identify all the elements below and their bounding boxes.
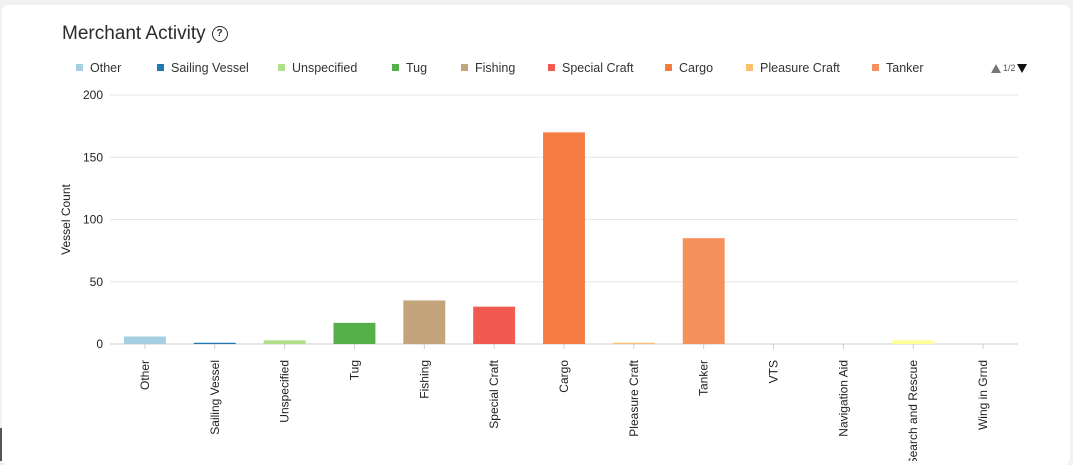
legend-item-label[interactable]: Pleasure Craft: [760, 61, 840, 75]
y-tick-label: 150: [83, 150, 103, 164]
bar-other[interactable]: [123, 336, 166, 344]
bar-tug[interactable]: [333, 322, 376, 344]
bar-unspecified[interactable]: [263, 340, 306, 344]
x-tick-label: Search and Rescue: [906, 360, 920, 461]
x-tick-label: Wing in Grnd: [976, 360, 990, 430]
x-tick-label: Fishing: [417, 360, 431, 399]
x-tick-label: Cargo: [557, 360, 571, 393]
x-tick-label: Tanker: [697, 360, 711, 396]
legend-item-label[interactable]: Fishing: [475, 61, 515, 75]
bar-search-and-rescue[interactable]: [892, 340, 935, 344]
legend-item-label[interactable]: Unspecified: [292, 61, 357, 75]
x-tick-label: VTS: [767, 360, 781, 383]
legend-swatch[interactable]: [665, 64, 672, 71]
x-tick-label: Navigation Aid: [836, 360, 850, 437]
x-tick-label: Pleasure Craft: [627, 359, 641, 436]
x-tick-label: Tug: [347, 360, 361, 380]
x-tick-label: Special Craft: [487, 359, 501, 428]
legend-item-label[interactable]: Other: [90, 61, 121, 75]
x-tick-label: Unspecified: [278, 360, 292, 423]
triangle-down-icon[interactable]: [1017, 64, 1027, 73]
triangle-up-icon[interactable]: [991, 64, 1001, 73]
bar-special-craft[interactable]: [473, 306, 516, 344]
x-tick-label: Other: [138, 360, 152, 390]
chart-title: Merchant Activity: [62, 23, 206, 44]
legend-swatch[interactable]: [548, 64, 555, 71]
y-tick-label: 200: [83, 88, 103, 102]
y-tick-label: 100: [83, 213, 103, 227]
y-tick-label: 50: [90, 275, 104, 289]
legend-item-label[interactable]: Tug: [406, 61, 427, 75]
bar-fishing[interactable]: [403, 300, 446, 344]
chart-card: Merchant Activity ?: [2, 5, 1070, 465]
bar-sailing-vessel[interactable]: [193, 342, 236, 344]
legend-swatch[interactable]: [278, 64, 285, 71]
y-tick-label: 0: [96, 337, 103, 351]
legend-item-label[interactable]: Tanker: [886, 61, 924, 75]
legend-pager-label: 1/2: [1003, 63, 1016, 73]
bar-cargo[interactable]: [543, 132, 585, 344]
legend-item-label[interactable]: Cargo: [679, 61, 713, 75]
legend-item-label[interactable]: Special Craft: [562, 61, 634, 75]
bar-pleasure-craft[interactable]: [612, 342, 655, 344]
bar-tanker[interactable]: [682, 238, 725, 344]
window-edge: [0, 428, 2, 461]
legend-swatch[interactable]: [461, 64, 468, 71]
question-circle-icon[interactable]: ?: [211, 26, 228, 42]
legend-item-label[interactable]: Sailing Vessel: [171, 61, 249, 75]
legend-swatch[interactable]: [872, 64, 879, 71]
y-axis-title: Vessel Count: [59, 183, 73, 254]
legend-swatch[interactable]: [157, 64, 164, 71]
title-row: Merchant Activity ?: [62, 23, 228, 45]
legend-swatch[interactable]: [746, 64, 753, 71]
legend-swatch[interactable]: [392, 64, 399, 71]
legend-swatch[interactable]: [76, 64, 83, 71]
x-tick-label: Sailing Vessel: [208, 360, 222, 435]
